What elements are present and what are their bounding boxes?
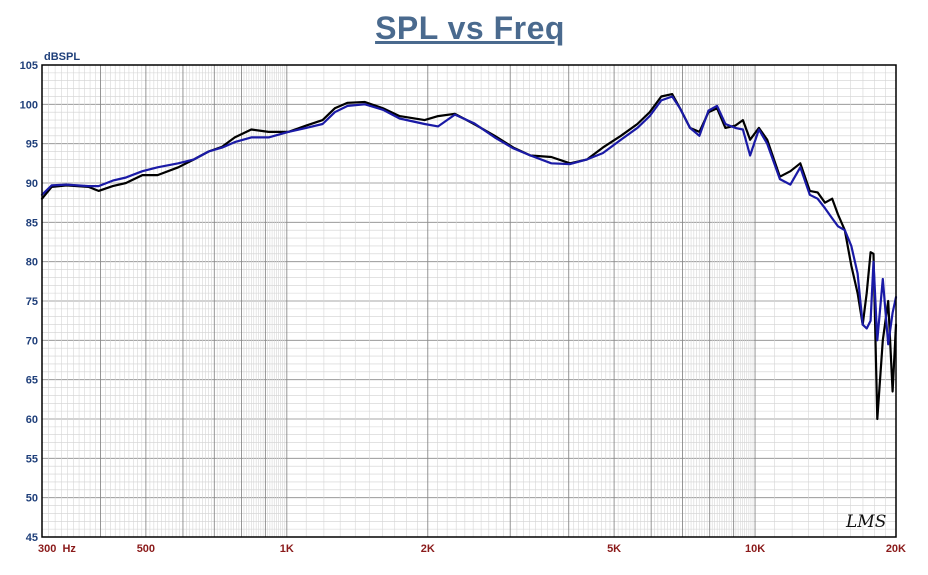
y-tick-label: 70: [26, 335, 38, 347]
series-line-blue: [40, 95, 898, 346]
chart-title: SPL vs Freq: [375, 10, 565, 46]
y-tick-label: 65: [26, 375, 38, 387]
y-tick-label: 80: [26, 257, 38, 269]
y-axis-tick-labels: 45 50 55 60 65 70 75 80 85 90 95 100 105: [20, 60, 38, 544]
y-tick-label: 100: [20, 99, 38, 111]
plot-frame: [41, 64, 897, 538]
y-tick-label: 105: [20, 60, 38, 72]
y-tick-label: 55: [26, 453, 38, 465]
y-axis-label: dBSPL: [44, 51, 80, 63]
data-series: [40, 93, 898, 421]
x-tick-label: 2K: [421, 543, 435, 555]
y-tick-label: 45: [26, 532, 38, 544]
x-tick-label: 20K: [886, 543, 906, 555]
x-tick-label: 300 Hz: [38, 543, 76, 555]
x-tick-label: 5K: [607, 543, 621, 555]
y-tick-label: 85: [26, 217, 38, 229]
lms-logo: LMS: [845, 512, 886, 532]
y-tick-label: 95: [26, 139, 38, 151]
y-tick-label: 60: [26, 414, 38, 426]
x-tick-label: 1K: [280, 543, 294, 555]
x-tick-label: 10K: [745, 543, 765, 555]
x-tick-label: 500: [137, 543, 155, 555]
y-tick-label: 50: [26, 493, 38, 505]
x-axis-tick-labels: 300 Hz 500 1K 2K 5K 10K 20K: [38, 543, 906, 555]
y-tick-label: 75: [26, 296, 38, 308]
chart-grid: [41, 64, 897, 538]
y-tick-label: 90: [26, 178, 38, 190]
